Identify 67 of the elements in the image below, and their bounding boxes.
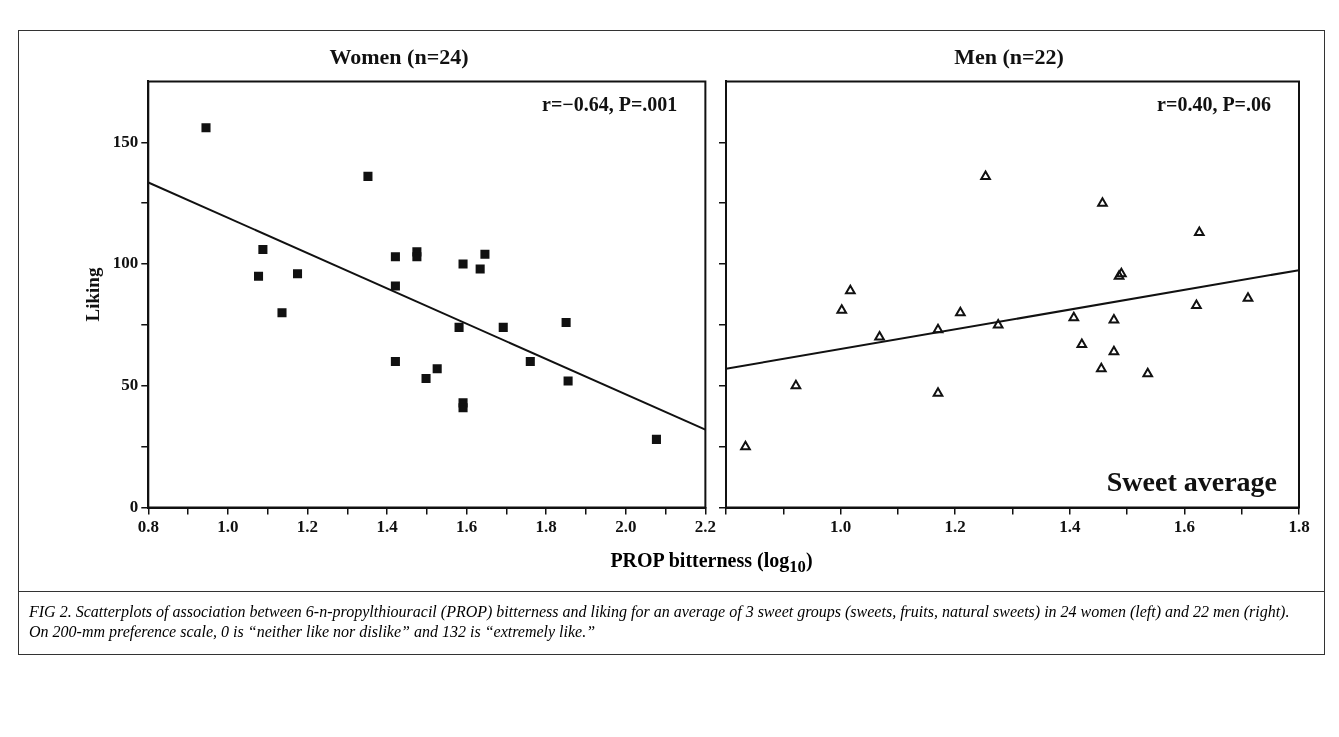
- point: [1108, 345, 1120, 356]
- point: [432, 364, 442, 374]
- y-tick-label: 150: [112, 131, 139, 151]
- annotation: r=−0.64, P=.001: [542, 92, 678, 115]
- point: [1097, 197, 1108, 207]
- point: [480, 249, 490, 259]
- point: [845, 284, 856, 295]
- x-tick-label: 2.2: [694, 517, 716, 537]
- point: [874, 331, 885, 341]
- x-tick-label: 1.4: [1059, 517, 1081, 537]
- point: [561, 317, 571, 328]
- point: [390, 252, 400, 262]
- point: [454, 322, 464, 332]
- y-tick-label: 0: [129, 496, 139, 516]
- point: [458, 259, 468, 269]
- annotation: Sweet average: [1106, 465, 1277, 497]
- x-tick-label: 1.2: [296, 517, 319, 537]
- x-tick-label: 1.0: [217, 517, 239, 537]
- point: [1142, 367, 1154, 378]
- point: [1076, 338, 1088, 348]
- point: [412, 252, 422, 262]
- x-tick-label: 1.8: [535, 517, 557, 537]
- x-tick-label: 1.2: [944, 517, 966, 537]
- point: [292, 269, 303, 279]
- point: [277, 308, 287, 318]
- point: [955, 306, 966, 317]
- x-tick-label: 1.4: [376, 517, 399, 537]
- y-tick-label: 50: [121, 375, 139, 395]
- x-tick-label: 1.0: [829, 517, 852, 537]
- x-tick-label: 1.6: [1173, 517, 1196, 537]
- point: [525, 356, 535, 367]
- x-axis-title: PROP bitterness (log$_{10}$): [609, 549, 814, 577]
- point: [421, 373, 431, 384]
- y-axis-title: Liking: [82, 267, 104, 322]
- x-tick-label: 0.8: [137, 517, 159, 537]
- point: [253, 271, 264, 281]
- point: [836, 304, 848, 314]
- point: [790, 379, 802, 390]
- point: [390, 281, 400, 291]
- x-tick-label: 1.6: [456, 517, 478, 537]
- annotation: r=0.40, P=.06: [1157, 92, 1271, 115]
- point: [201, 123, 211, 133]
- x-tick-label: 2.0: [615, 517, 637, 537]
- y-tick-label: 100: [112, 253, 139, 273]
- point: [475, 264, 485, 274]
- caption: FIG 2. Scatterplots of association between 6-n-propylthiouracil (PROP) bitterness and liking for an average of 3 sweet groups (sweets, fruits, natural sweets) in 24 women (left) and 22 men (right). On 200-mm preference scale, 0 is “neither like nor dislike” and 132 is “extremely like.”: [19, 591, 1324, 642]
- point: [563, 376, 573, 386]
- point: [932, 323, 944, 334]
- chart-title: Men (n=22): [954, 43, 1064, 69]
- point: [1095, 362, 1107, 373]
- point: [1068, 311, 1080, 322]
- chart-title: Women (n=24): [329, 43, 469, 69]
- point: [740, 440, 751, 451]
- point: [458, 403, 468, 413]
- point: [651, 434, 661, 444]
- point: [1242, 292, 1254, 302]
- point: [1193, 226, 1205, 236]
- point: [1191, 299, 1202, 309]
- point: [498, 322, 508, 332]
- point: [390, 356, 400, 367]
- x-tick-label: 1.8: [1288, 517, 1310, 537]
- point: [1108, 314, 1120, 324]
- point: [980, 170, 991, 180]
- point: [932, 387, 944, 397]
- point: [258, 244, 268, 254]
- point: [992, 318, 1004, 329]
- point: [363, 171, 373, 181]
